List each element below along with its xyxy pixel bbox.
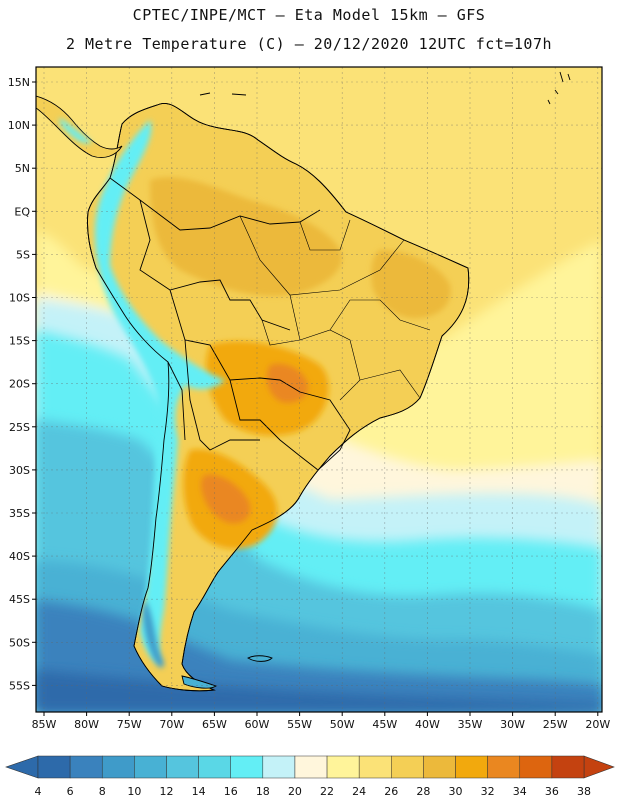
lon-label: 45W [372, 718, 397, 731]
colorbar-swatch [391, 755, 424, 779]
central-america [36, 95, 123, 158]
lat-label: 10S [9, 292, 30, 305]
colorbar-label: 4 [35, 785, 42, 798]
colorbar-swatch [166, 755, 199, 779]
colorbar-swatch [262, 755, 296, 779]
lon-label: 35W [458, 718, 483, 731]
colorbar-swatch [37, 755, 71, 779]
colorbar-label: 14 [192, 785, 206, 798]
continent-outline [87, 103, 470, 692]
longitude-axis: 85W 80W 75W 70W 65W 60W 55W 50W 45W 40W 35W 30W 25W 2… [32, 712, 610, 731]
map-field [36, 67, 602, 712]
lat-label: 45S [9, 593, 30, 606]
colorbar: 4 6 8 10 12 14 16 18 20 22 24 26 28 30 32 34 36 38 [5, 755, 615, 798]
map-frame [35, 66, 603, 713]
land-warm-northeast [371, 250, 451, 319]
colorbar-label: 20 [288, 785, 302, 798]
lat-label: 50S [9, 636, 30, 649]
lon-label: 40W [415, 718, 440, 731]
lon-label: 20W [585, 718, 610, 731]
lat-label: 55S [9, 679, 30, 692]
colorbar-swatch [551, 755, 585, 779]
land-hot-pantanal [205, 341, 329, 436]
country-borders [109, 177, 351, 471]
lat-label: 30S [9, 464, 30, 477]
lon-label: 80W [74, 718, 99, 731]
latitude-axis: 15N 10N 5N EQ 5S 10S 15S 20S 25S 30S 35S 40S 45S 50S 5… [8, 76, 36, 692]
map-title-line2: 2 Metre Temperature (C) – 20/12/2020 12U… [65, 35, 553, 53]
colorbar-label: 28 [416, 785, 430, 798]
colorbar-swatch [487, 755, 521, 779]
colorbar-swatch [423, 755, 456, 779]
lon-label: 55W [287, 718, 312, 731]
lon-label: 70W [159, 718, 184, 731]
colorbar-swatch [358, 755, 392, 779]
colorbar-label: 24 [352, 785, 366, 798]
colorbar-label: 34 [513, 785, 527, 798]
lat-label: 35S [9, 507, 30, 520]
lon-label: 25W [543, 718, 568, 731]
colorbar-swatch [230, 755, 264, 779]
andes-coldest-ribbon [142, 600, 164, 668]
colorbar-label: 26 [384, 785, 398, 798]
colorbar-label: 22 [320, 785, 334, 798]
lon-label: 75W [117, 718, 142, 731]
colorbar-swatch [455, 755, 488, 779]
andes-cold-ribbon [95, 120, 225, 665]
lat-label: 5N [15, 162, 30, 175]
lon-label: 60W [245, 718, 270, 731]
lon-label: 50W [330, 718, 355, 731]
lat-label: 20S [9, 378, 30, 391]
colorbar-label: 32 [481, 785, 495, 798]
colorbar-label: 6 [67, 785, 74, 798]
caribbean-islands [199, 71, 571, 105]
map-title-line1: CPTEC/INPE/MCT – Eta Model 15km – GFS [132, 6, 486, 24]
colorbar-label: 38 [577, 785, 591, 798]
lat-label: EQ [14, 205, 30, 218]
state-borders [239, 215, 431, 401]
colorbar-min-arrow [5, 755, 39, 779]
colorbar-label: 10 [127, 785, 141, 798]
colorbar-swatch [101, 755, 135, 779]
ocean-band-south-deep [36, 670, 602, 712]
lat-label: 5S [16, 248, 30, 261]
colorbar-swatch [69, 755, 103, 779]
colorbar-label: 8 [99, 785, 106, 798]
lat-label: 10N [8, 119, 30, 132]
lon-label: 30W [500, 718, 525, 731]
colorbar-swatch [519, 755, 553, 779]
colorbar-swatch [198, 755, 231, 779]
land-hotter-argentina-core [201, 474, 251, 524]
colorbar-label: 36 [545, 785, 559, 798]
colorbar-swatch [134, 755, 167, 779]
colorbar-label: 18 [256, 785, 270, 798]
colorbar-swatch [326, 755, 360, 779]
lat-label: 15S [9, 335, 30, 348]
land-hotter-pantanal-core [266, 363, 309, 403]
lat-lon-grid [36, 67, 602, 712]
falkland-islands [247, 655, 273, 662]
land-warm-amazon [150, 177, 342, 296]
colorbar-label: 16 [224, 785, 238, 798]
lat-label: 40S [9, 550, 30, 563]
colorbar-swatch [294, 755, 328, 779]
lon-label: 85W [32, 718, 57, 731]
lon-label: 65W [202, 718, 227, 731]
lat-label: 25S [9, 421, 30, 434]
colorbar-max-arrow [583, 755, 615, 779]
central-america-andes [59, 118, 92, 144]
colorbar-label: 12 [159, 785, 173, 798]
lat-label: 15N [8, 76, 30, 89]
colorbar-label: 30 [449, 785, 463, 798]
